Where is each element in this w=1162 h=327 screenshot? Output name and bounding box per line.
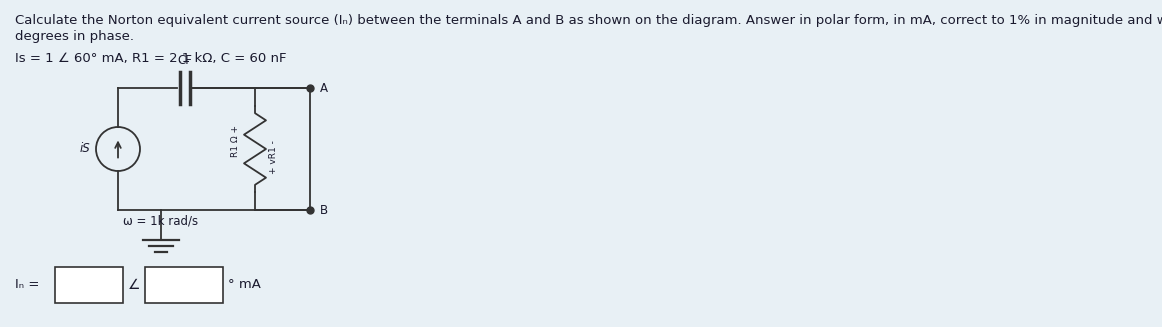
Text: Is = 1 ∠ 60° mA, R1 = 2.1 kΩ, C = 60 nF: Is = 1 ∠ 60° mA, R1 = 2.1 kΩ, C = 60 nF: [15, 52, 287, 65]
Text: Iₙ =: Iₙ =: [15, 279, 40, 291]
Text: ∠: ∠: [128, 278, 141, 292]
Text: B: B: [320, 203, 328, 216]
Text: degrees in phase.: degrees in phase.: [15, 30, 134, 43]
Bar: [145, 267, 223, 303]
Text: iS: iS: [79, 143, 89, 156]
Text: Calculate the Norton equivalent current source (Iₙ) between the terminals A and : Calculate the Norton equivalent current …: [15, 14, 1162, 27]
Bar: [55, 267, 123, 303]
Text: + vR1 -: + vR1 -: [268, 140, 278, 174]
Text: R1 Ω +: R1 Ω +: [230, 125, 239, 157]
Text: ω = 1k rad/s: ω = 1k rad/s: [123, 215, 199, 228]
Text: A: A: [320, 81, 328, 95]
Text: ° mA: ° mA: [228, 279, 261, 291]
Text: CF: CF: [178, 54, 193, 67]
